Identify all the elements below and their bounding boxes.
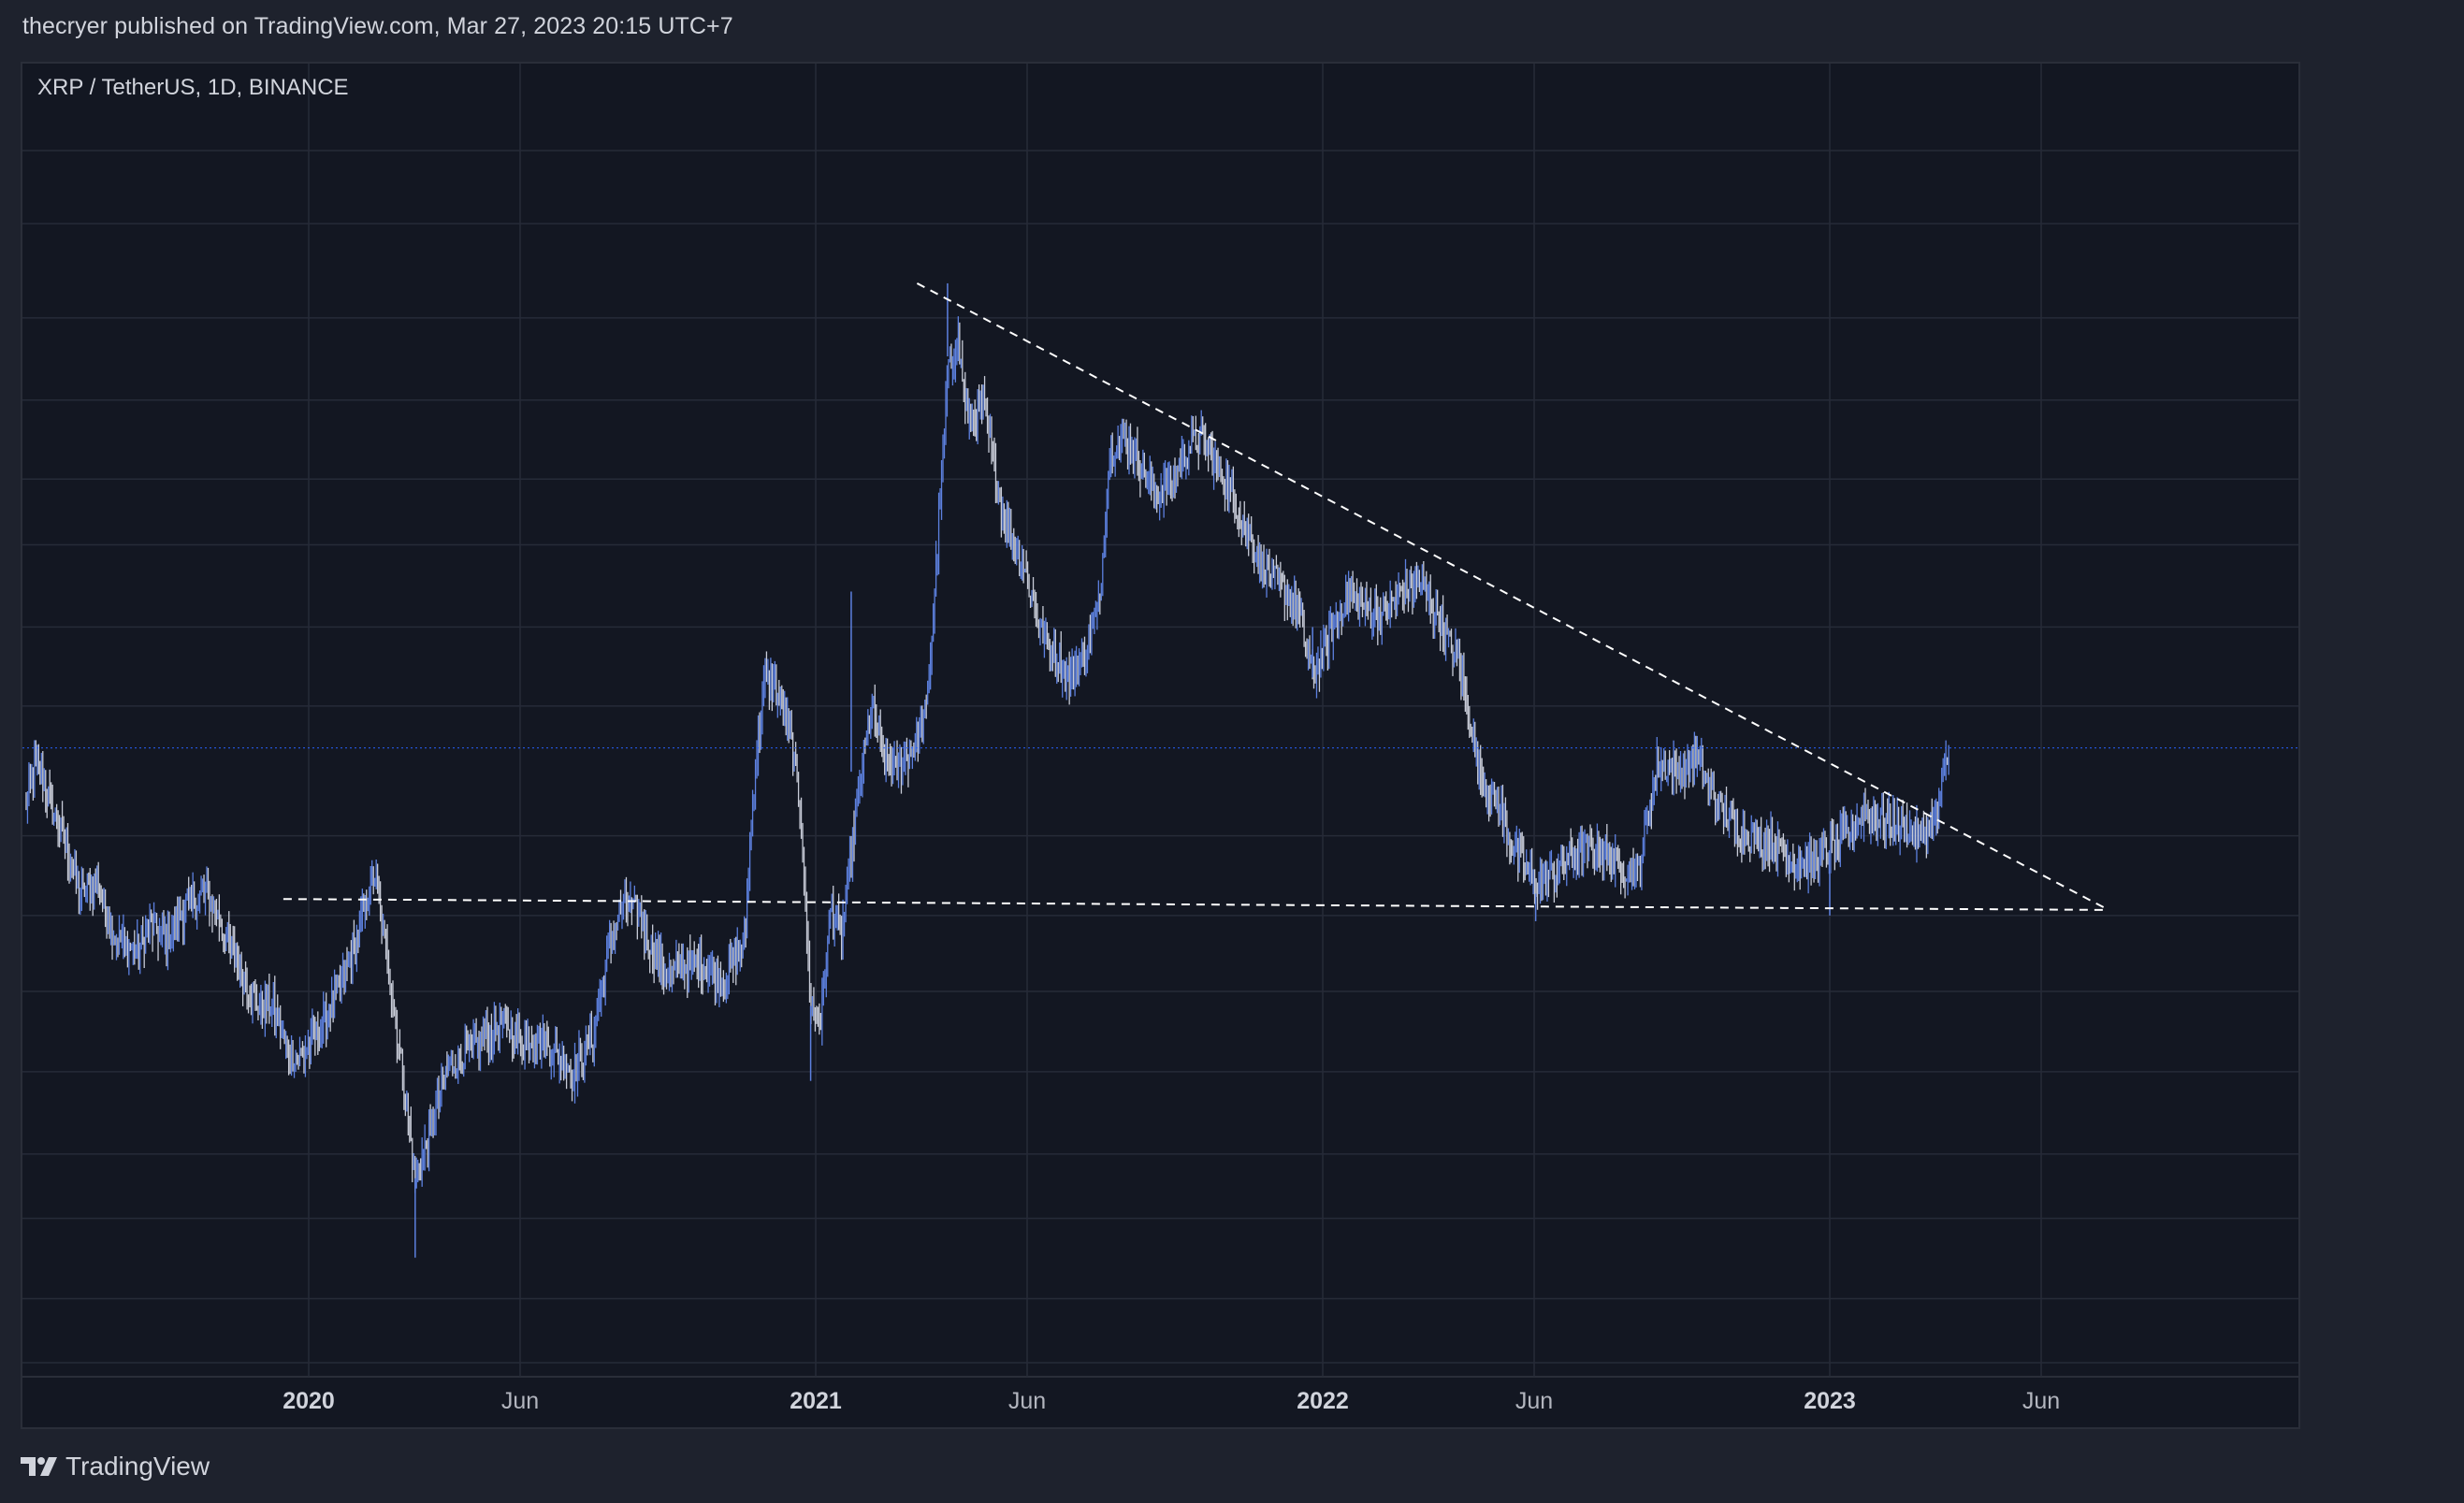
tradingview-logo-icon (21, 1457, 57, 1476)
x-tick-label: 2021 (790, 1388, 842, 1414)
publisher-line: thecryer published on TradingView.com, M… (22, 13, 733, 39)
plot-background (22, 64, 2298, 1427)
x-tick-label: Jun (501, 1388, 539, 1414)
horizontal-support-line (283, 898, 2109, 911)
x-tick-label: 2020 (283, 1388, 335, 1414)
x-tick-label: Jun (1008, 1388, 1046, 1414)
x-tick-label: 2023 (1804, 1388, 1856, 1414)
symbol-title: XRP / TetherUS, 1D, BINANCE (37, 75, 349, 100)
brand-name: TradingView (65, 1452, 210, 1481)
x-tick-label: 2022 (1297, 1388, 1349, 1414)
chart-frame: USDT3.00002.40001.80001.40001.10000.9000… (21, 62, 2300, 1429)
x-tick-label: Jun (2022, 1388, 2060, 1414)
gridlines (22, 64, 2298, 1378)
tradingview-logo[interactable]: TradingView (21, 1452, 210, 1481)
time-axis: 2020 Jun 2021 Jun 2022 Jun 2023 Jun (283, 1388, 2060, 1414)
x-tick-label: Jun (1515, 1388, 1553, 1414)
trendlines (22, 282, 2298, 911)
price-chart[interactable]: USDT3.00002.40001.80001.40001.10000.9000… (22, 64, 2298, 1427)
